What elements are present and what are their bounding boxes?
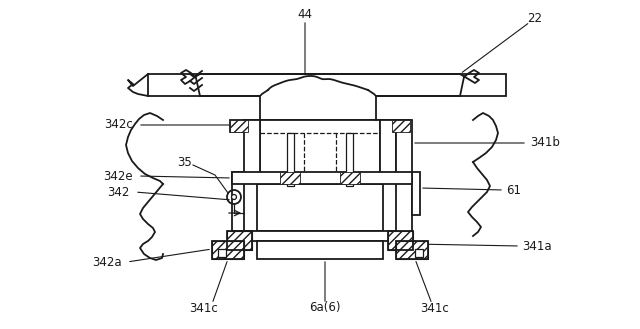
Text: 341b: 341b xyxy=(530,137,560,149)
Bar xyxy=(232,172,412,184)
Bar xyxy=(396,241,428,259)
Bar xyxy=(232,172,244,231)
Bar xyxy=(280,172,300,184)
Text: 342e: 342e xyxy=(104,169,133,183)
Bar xyxy=(396,120,412,245)
Bar xyxy=(340,172,360,184)
Bar xyxy=(244,120,260,180)
Circle shape xyxy=(232,194,237,199)
Bar xyxy=(212,241,244,259)
Bar xyxy=(287,133,294,186)
Bar xyxy=(260,120,380,175)
Text: 341c: 341c xyxy=(189,301,218,315)
Text: 341c: 341c xyxy=(420,301,449,315)
Bar xyxy=(227,231,252,250)
Bar xyxy=(227,231,252,250)
Bar xyxy=(257,184,383,231)
Text: 6a(6): 6a(6) xyxy=(309,301,340,315)
Bar xyxy=(346,133,353,186)
Text: 342: 342 xyxy=(108,186,130,198)
Text: 341a: 341a xyxy=(522,240,552,252)
Bar xyxy=(230,120,248,132)
Bar xyxy=(392,120,410,132)
Bar xyxy=(415,249,423,257)
Bar xyxy=(396,241,428,259)
Bar xyxy=(244,231,396,241)
Bar xyxy=(260,76,376,120)
Text: 342c: 342c xyxy=(104,118,133,132)
Bar xyxy=(412,172,420,215)
Bar xyxy=(230,120,410,132)
Text: 44: 44 xyxy=(298,8,312,20)
Bar xyxy=(380,120,396,180)
Bar xyxy=(388,231,413,250)
Bar xyxy=(148,74,506,96)
Text: 22: 22 xyxy=(527,12,543,24)
Text: 61: 61 xyxy=(506,184,521,196)
Bar xyxy=(388,231,413,250)
Bar xyxy=(257,241,383,259)
Bar xyxy=(218,249,226,257)
Text: 342a: 342a xyxy=(92,256,122,268)
Bar xyxy=(212,241,244,259)
Text: 35: 35 xyxy=(177,157,192,169)
